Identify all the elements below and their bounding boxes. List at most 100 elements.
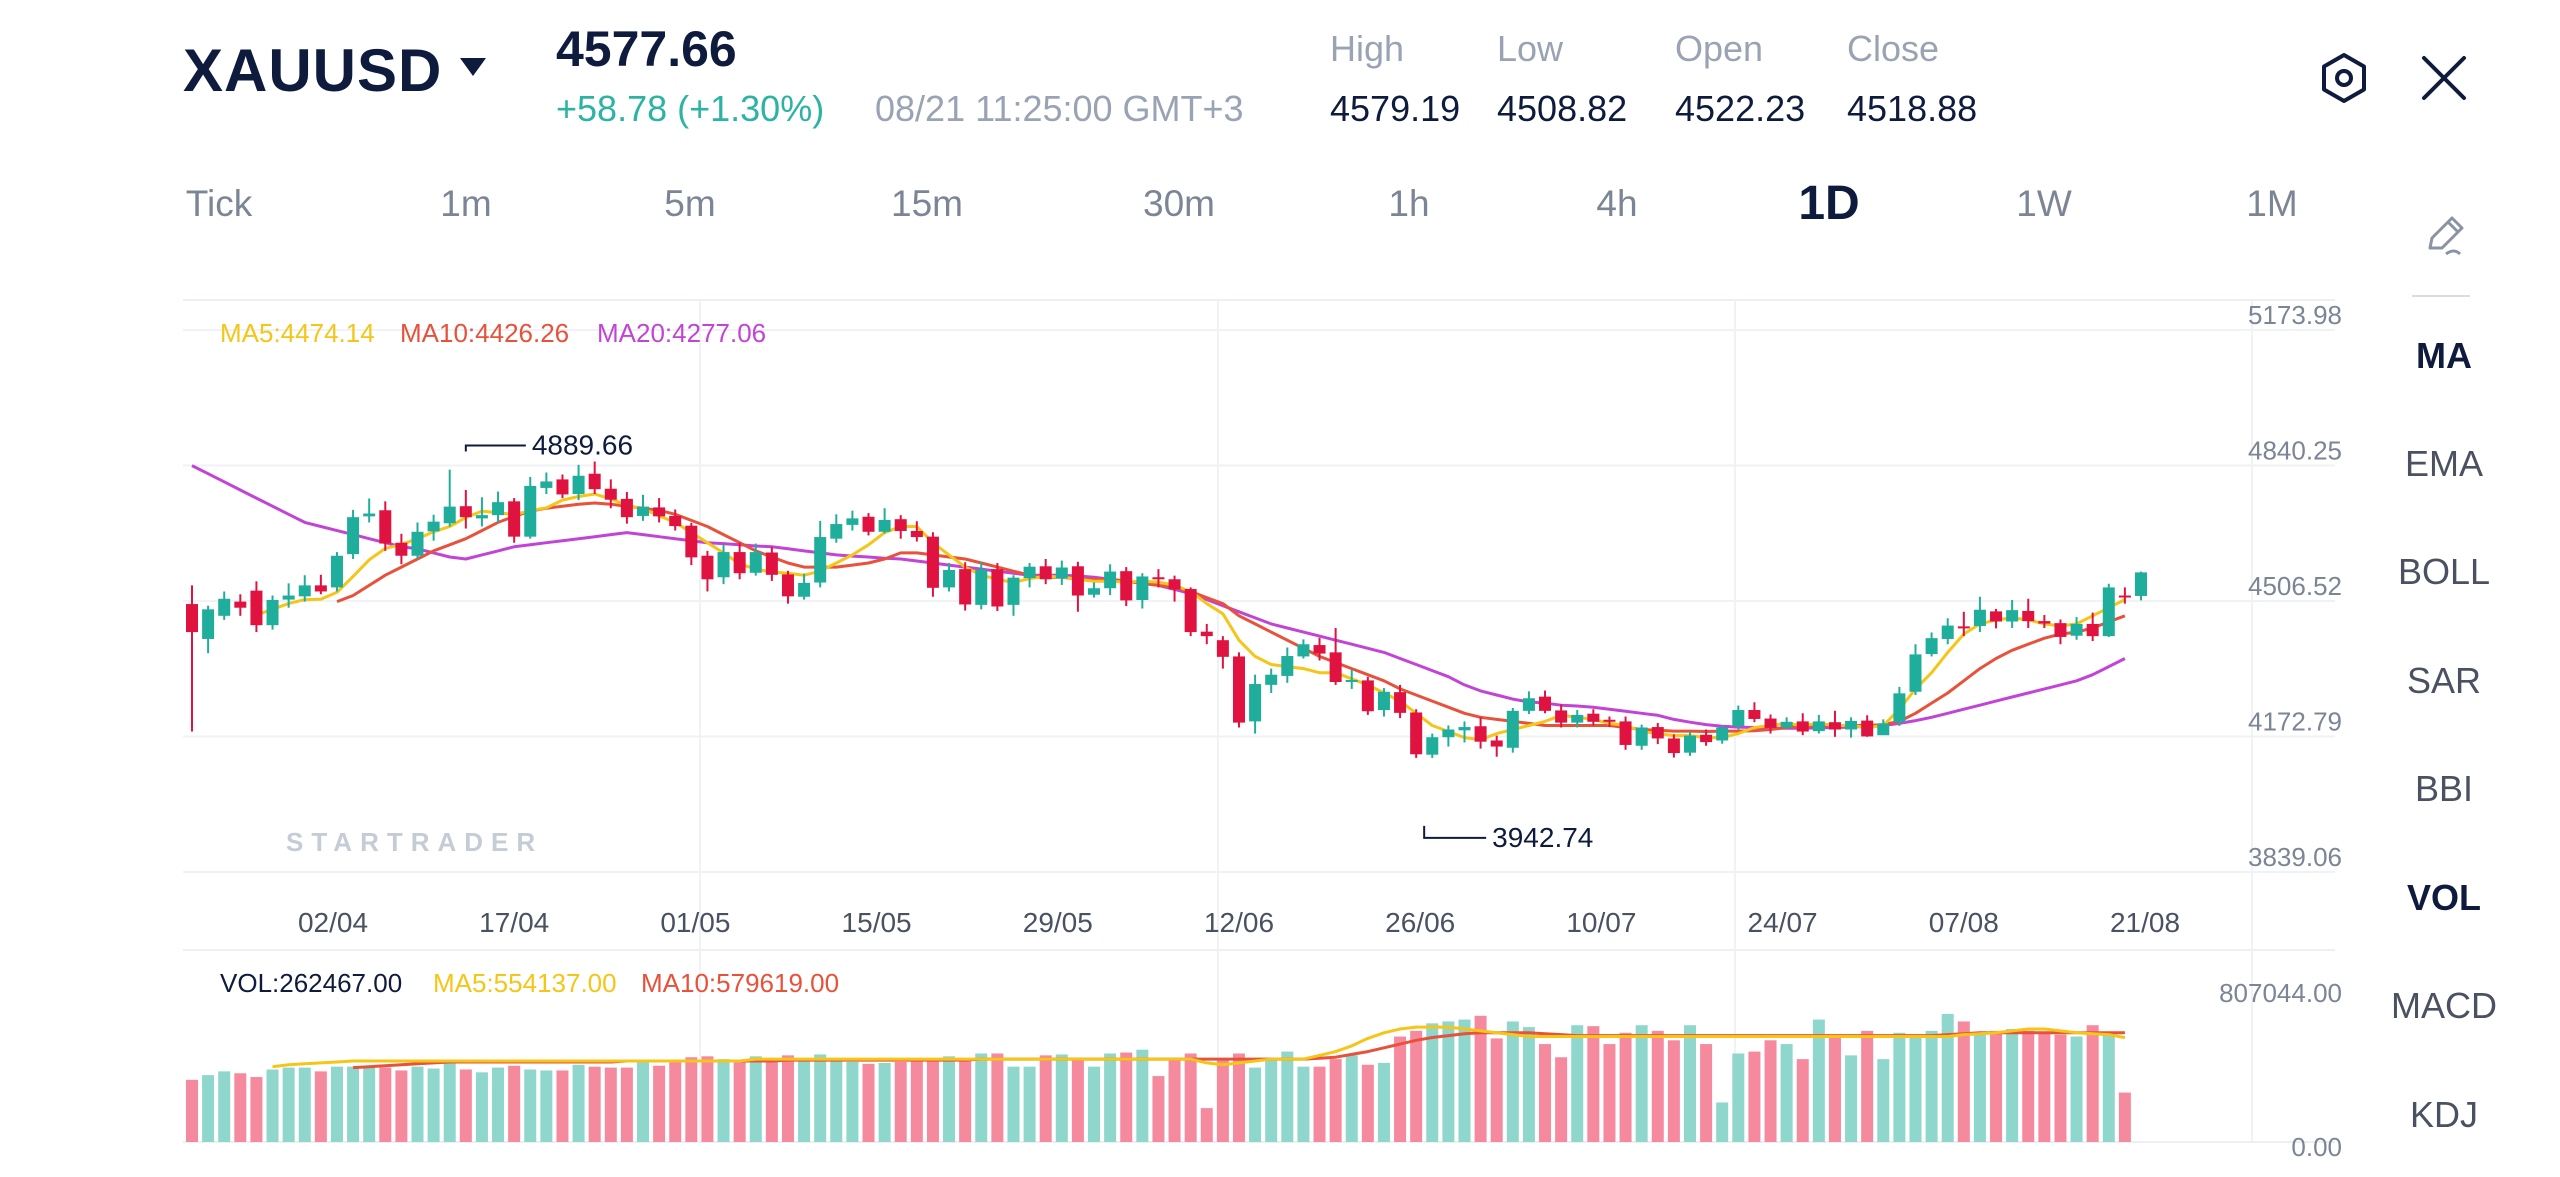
volume-bar <box>830 1060 843 1142</box>
close-icon[interactable] <box>2418 52 2470 104</box>
candle-body <box>926 536 939 588</box>
candle <box>926 532 939 597</box>
tab-4h[interactable]: 4h <box>1596 183 1638 224</box>
candle <box>1216 636 1229 669</box>
volume-bar <box>347 1066 360 1142</box>
volume-bar <box>1796 1059 1809 1142</box>
indicator-vol[interactable]: VOL <box>2406 877 2482 918</box>
candle-body <box>765 552 778 575</box>
candle-body <box>781 574 794 597</box>
volume-bar <box>1104 1053 1117 1142</box>
volume-bar <box>1635 1025 1648 1142</box>
volume-bar <box>1828 1036 1841 1142</box>
volume-bar <box>1071 1058 1084 1142</box>
candle <box>894 515 907 539</box>
candle-body <box>2006 610 2019 622</box>
tab-1w[interactable]: 1W <box>2016 183 2072 224</box>
tab-1m[interactable]: 1m <box>440 183 492 224</box>
indicator-ema[interactable]: EMA <box>2404 443 2484 484</box>
candle-body <box>2038 621 2051 624</box>
candle <box>2118 587 2131 604</box>
candle <box>492 491 505 523</box>
volume-bar <box>475 1072 488 1142</box>
volume-bar <box>1764 1040 1777 1142</box>
candle-body <box>1651 727 1664 739</box>
candle <box>1764 714 1777 734</box>
candle-body <box>282 595 295 600</box>
tab-1h[interactable]: 1h <box>1388 183 1430 224</box>
tab-1d[interactable]: 1D <box>1798 177 1860 230</box>
volume-bar <box>1957 1021 1970 1142</box>
candle <box>1941 618 1954 645</box>
candle-body <box>2054 623 2067 637</box>
y-tick-label: 4840.25 <box>2248 436 2342 466</box>
volume-bar <box>2118 1092 2131 1142</box>
candle-body <box>1506 710 1519 748</box>
candle-body <box>1941 625 1954 639</box>
candle-body <box>1700 734 1713 743</box>
candle-body <box>620 498 633 518</box>
y-tick-label: 5173.98 <box>2248 300 2342 330</box>
candle <box>798 573 811 600</box>
indicator-ma[interactable]: MA <box>2416 335 2472 376</box>
symbol-dropdown-caret-icon[interactable] <box>460 58 486 76</box>
volume-ma-lines <box>272 1025 2126 1070</box>
volume-bar <box>991 1053 1004 1142</box>
volume-bar <box>266 1069 279 1142</box>
x-tick-label: 10/07 <box>1566 907 1636 938</box>
candle <box>1635 724 1648 750</box>
candle <box>701 550 714 592</box>
candle-body <box>1039 566 1052 580</box>
tab-30m[interactable]: 30m <box>1143 183 1215 224</box>
candle <box>1039 558 1052 585</box>
pencil-icon[interactable] <box>2420 210 2470 260</box>
tab-tick[interactable]: Tick <box>185 183 253 224</box>
candle-body <box>1216 640 1229 657</box>
candle-body <box>234 601 247 608</box>
symbol-title[interactable]: XAUUSD <box>183 37 443 104</box>
candle <box>2022 598 2035 629</box>
candle <box>234 594 247 616</box>
indicator-kdj[interactable]: KDJ <box>2409 1094 2479 1135</box>
tab-5m[interactable]: 5m <box>664 183 716 224</box>
volume-bar <box>653 1065 666 1142</box>
candle-body <box>508 501 521 537</box>
volume-bar <box>1023 1066 1036 1142</box>
candle <box>1909 644 1922 696</box>
volume-bar <box>2102 1034 2115 1142</box>
candle <box>1297 639 1310 659</box>
volume-bar <box>1281 1051 1294 1142</box>
candle-body <box>1990 611 2003 622</box>
candle-body <box>975 569 988 605</box>
candle <box>717 544 730 585</box>
candle <box>298 575 311 602</box>
candle <box>2102 583 2115 637</box>
tab-1M[interactable]: 1M <box>2246 183 2298 224</box>
candle <box>347 509 360 559</box>
indicator-macd[interactable]: MACD <box>2391 985 2497 1026</box>
volume-bar <box>1700 1044 1713 1142</box>
volume-bar <box>282 1067 295 1142</box>
indicator-bbi[interactable]: BBI <box>2414 768 2474 809</box>
candle-body <box>701 555 714 580</box>
indicator-boll[interactable]: BOLL <box>2397 551 2491 592</box>
candle-body <box>1571 714 1584 723</box>
candle <box>1780 717 1793 730</box>
tab-15m[interactable]: 15m <box>891 183 963 224</box>
candle-body <box>1780 721 1793 728</box>
volume-bar <box>2006 1028 2019 1142</box>
candle-body <box>330 555 343 588</box>
candle <box>1184 587 1197 637</box>
settings-icon[interactable] <box>2318 52 2370 104</box>
volume-bar <box>1812 1019 1825 1142</box>
indicator-sar[interactable]: SAR <box>2406 660 2482 701</box>
candle-body <box>1909 654 1922 692</box>
candle-body <box>1957 626 1970 629</box>
candle-body <box>1104 571 1117 589</box>
candle <box>1088 582 1101 598</box>
volume-bar <box>363 1067 376 1142</box>
volume-bar <box>588 1066 601 1142</box>
candle <box>540 472 553 495</box>
volume-bar <box>1168 1059 1181 1142</box>
